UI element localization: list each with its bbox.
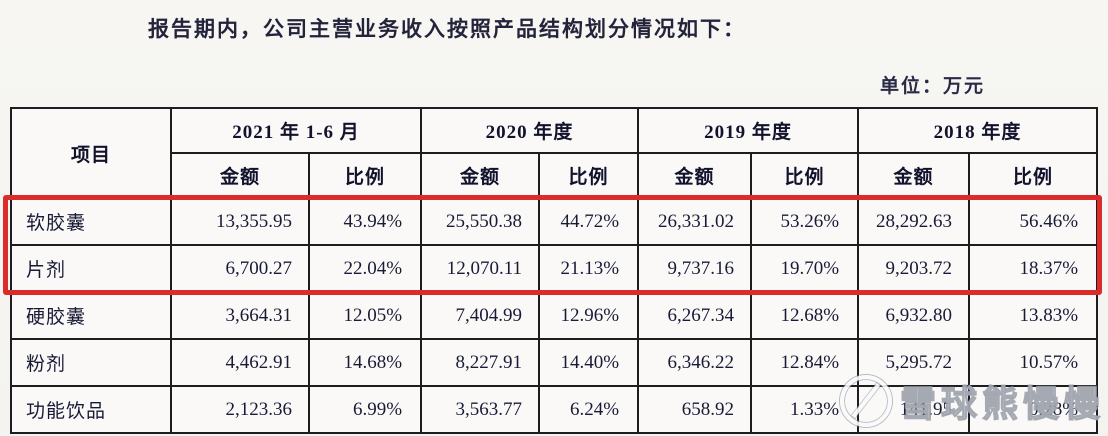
product-name: 软胶囊 [10, 197, 172, 246]
product-name: 片剂 [10, 244, 172, 293]
ratio-cell: 12.96% [538, 291, 640, 340]
ratio-cell: 1.33% [750, 385, 860, 434]
ratio-cell: 12.84% [750, 338, 860, 387]
table-row-hard-capsule: 硬胶囊 3,664.31 12.05% 7,404.99 12.96% 6,26… [10, 291, 1099, 340]
amount-header: 金额 [857, 152, 971, 199]
amount-cell: 12,070.11 [420, 244, 541, 293]
table-row-tablet: 片剂 6,700.27 22.04% 12,070.11 21.13% 9,73… [10, 244, 1099, 293]
ratio-cell: 53.26% [750, 197, 860, 246]
amount-cell: 141.95 [857, 385, 971, 434]
revenue-by-product-table: 项目 2021 年 1-6 月 2020 年度 2019 年度 2018 年度 … [10, 107, 1099, 434]
ratio-cell: 12.68% [750, 291, 860, 340]
period-header-2021h1: 2021 年 1-6 月 [169, 107, 423, 154]
period-header-2020: 2020 年度 [420, 107, 640, 154]
period-header-2018: 2018 年度 [857, 107, 1099, 154]
amount-cell: 3,563.77 [420, 385, 541, 434]
ratio-cell: 0.28% [968, 385, 1099, 434]
ratio-header: 比例 [307, 152, 423, 199]
amount-cell: 6,932.80 [857, 291, 971, 340]
product-name: 功能饮品 [10, 385, 172, 434]
table-row-functional-drink: 功能饮品 2,123.36 6.99% 3,563.77 6.24% 658.9… [10, 385, 1099, 434]
amount-header: 金额 [420, 152, 541, 199]
amount-cell: 6,267.34 [637, 291, 753, 340]
amount-cell: 28,292.63 [857, 197, 971, 246]
section-title: 报告期内，公司主营业务收入按照产品结构划分情况如下： [148, 17, 746, 41]
table-row-powder: 粉剂 4,462.91 14.68% 8,227.91 14.40% 6,346… [10, 338, 1099, 387]
ratio-cell: 13.83% [968, 291, 1099, 340]
ratio-cell: 19.70% [750, 244, 860, 293]
ratio-cell: 43.94% [307, 197, 423, 246]
amount-cell: 2,123.36 [170, 385, 310, 434]
amount-header: 金额 [637, 152, 753, 199]
amount-cell: 4,462.91 [170, 338, 310, 387]
ratio-header: 比例 [750, 152, 860, 199]
ratio-cell: 56.46% [968, 197, 1099, 246]
ratio-cell: 21.13% [538, 244, 640, 293]
unit-label: 单位：万元 [880, 76, 986, 97]
amount-cell: 9,203.72 [857, 244, 971, 293]
amount-cell: 5,295.72 [857, 338, 971, 387]
product-name: 硬胶囊 [10, 291, 172, 340]
amount-cell: 6,700.27 [170, 244, 310, 293]
table-row-soft-capsule: 软胶囊 13,355.95 43.94% 25,550.38 44.72% 26… [10, 197, 1099, 246]
amount-cell: 26,331.02 [637, 197, 753, 246]
ratio-header: 比例 [968, 152, 1099, 199]
header-row-subcolumns: 金额 比例 金额 比例 金额 比例 金额 比例 [11, 152, 1099, 199]
ratio-header: 比例 [538, 152, 640, 199]
corner-header: 项目 [10, 107, 172, 199]
amount-cell: 658.92 [637, 385, 753, 434]
amount-cell: 6,346.22 [637, 338, 753, 387]
ratio-cell: 6.99% [307, 385, 423, 434]
amount-cell: 8,227.91 [420, 338, 541, 387]
amount-cell: 13,355.95 [170, 197, 310, 246]
product-name: 粉剂 [10, 338, 172, 387]
amount-cell: 25,550.38 [420, 197, 541, 246]
amount-cell: 3,664.31 [170, 291, 310, 340]
ratio-cell: 22.04% [307, 244, 423, 293]
amount-header: 金额 [170, 152, 310, 199]
ratio-cell: 14.40% [538, 338, 640, 387]
period-header-2019: 2019 年度 [637, 107, 860, 154]
header-row-periods: 项目 2021 年 1-6 月 2020 年度 2019 年度 2018 年度 [10, 107, 1099, 199]
ratio-cell: 6.24% [538, 385, 640, 434]
amount-cell: 7,404.99 [420, 291, 541, 340]
ratio-cell: 14.68% [307, 338, 423, 387]
ratio-cell: 18.37% [968, 244, 1099, 293]
ratio-cell: 44.72% [538, 197, 640, 246]
ratio-cell: 10.57% [968, 338, 1099, 387]
ratio-cell: 12.05% [307, 291, 423, 340]
amount-cell: 9,737.16 [637, 244, 753, 293]
